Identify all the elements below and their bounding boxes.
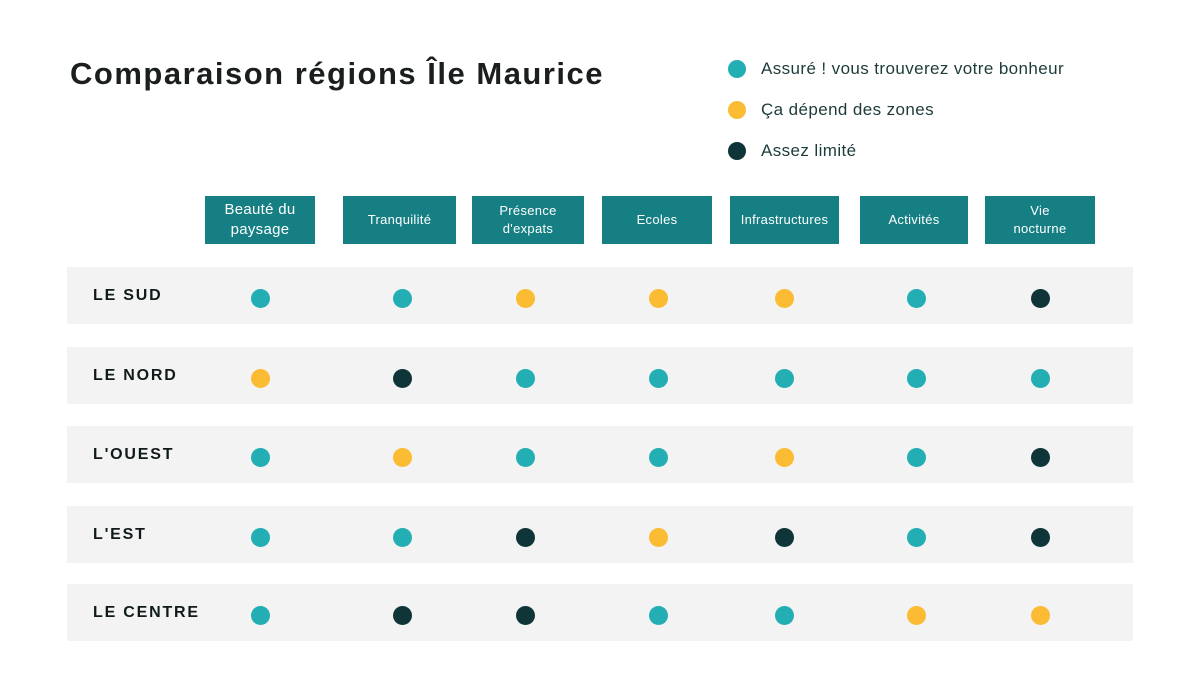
row-label: LE NORD xyxy=(93,367,178,384)
rating-dot xyxy=(515,369,535,388)
rating-dot xyxy=(1030,369,1050,388)
column-header: Activités xyxy=(860,196,968,244)
table-row: LE CENTRE xyxy=(67,584,1133,641)
rating-dot xyxy=(1030,606,1050,625)
table-row: LE NORD xyxy=(67,347,1133,404)
column-header-label: Tranquilité xyxy=(367,212,432,227)
rating-dot xyxy=(906,289,926,308)
rating-dot xyxy=(648,448,668,467)
rating-dot xyxy=(774,289,794,308)
rating-dot xyxy=(392,369,412,388)
column-header: Ecoles xyxy=(602,196,712,244)
column-header-label: Activités xyxy=(888,212,940,227)
column-header-label: Présence d'expats xyxy=(499,203,557,236)
row-label: LE CENTRE xyxy=(93,604,200,621)
rating-dot xyxy=(392,606,412,625)
legend-dot-depend xyxy=(728,101,746,119)
rating-dot xyxy=(250,528,270,547)
table-row: L'OUEST xyxy=(67,426,1133,483)
rating-dot xyxy=(1030,448,1050,467)
column-header: Présence d'expats xyxy=(472,196,584,244)
rating-dot xyxy=(250,448,270,467)
legend-item-limite: Assez limité xyxy=(728,141,857,161)
rating-dot xyxy=(648,369,668,388)
rating-dot xyxy=(250,606,270,625)
rating-dot xyxy=(1030,289,1050,308)
chart-title: Comparaison régions Île Maurice xyxy=(70,56,605,91)
rating-dot xyxy=(515,448,535,467)
rating-dot xyxy=(392,528,412,547)
column-header-label: Infrastructures xyxy=(740,212,829,227)
rating-dot xyxy=(774,528,794,547)
rating-dot xyxy=(1030,528,1050,547)
rating-dot xyxy=(250,289,270,308)
rating-dot xyxy=(906,448,926,467)
rating-dot xyxy=(906,369,926,388)
column-header: Beauté du paysage xyxy=(205,196,315,244)
rating-dot xyxy=(648,606,668,625)
rating-dot xyxy=(648,289,668,308)
rating-dot xyxy=(774,606,794,625)
column-header-label: Vie nocturne xyxy=(1013,203,1067,236)
rating-dot xyxy=(515,289,535,308)
rating-dot xyxy=(906,528,926,547)
legend-item-depend: Ça dépend des zones xyxy=(728,100,934,120)
column-header: Tranquilité xyxy=(343,196,456,244)
row-label: L'OUEST xyxy=(93,446,175,463)
column-header: Vie nocturne xyxy=(985,196,1095,244)
table-row: L'EST xyxy=(67,506,1133,563)
rating-dot xyxy=(250,369,270,388)
row-label: LE SUD xyxy=(93,287,163,304)
legend-label-depend: Ça dépend des zones xyxy=(761,100,935,119)
legend-dot-assure xyxy=(728,60,746,78)
row-label: L'EST xyxy=(93,526,147,543)
rating-dot xyxy=(774,369,794,388)
rating-dot xyxy=(515,606,535,625)
table-row: LE SUD xyxy=(67,267,1133,324)
rating-dot xyxy=(392,448,412,467)
legend-label-assure: Assuré ! vous trouverez votre bonheur xyxy=(761,59,1065,78)
rating-dot xyxy=(906,606,926,625)
column-header-label: Ecoles xyxy=(636,212,678,227)
rating-dot xyxy=(774,448,794,467)
column-header-label: Beauté du paysage xyxy=(224,201,296,238)
rating-dot xyxy=(648,528,668,547)
rating-dot xyxy=(392,289,412,308)
legend-dot-limite xyxy=(728,142,746,160)
rating-dot xyxy=(515,528,535,547)
legend-label-limite: Assez limité xyxy=(761,141,857,160)
column-header: Infrastructures xyxy=(730,196,839,244)
legend-item-assure: Assuré ! vous trouverez votre bonheur xyxy=(728,59,1064,79)
